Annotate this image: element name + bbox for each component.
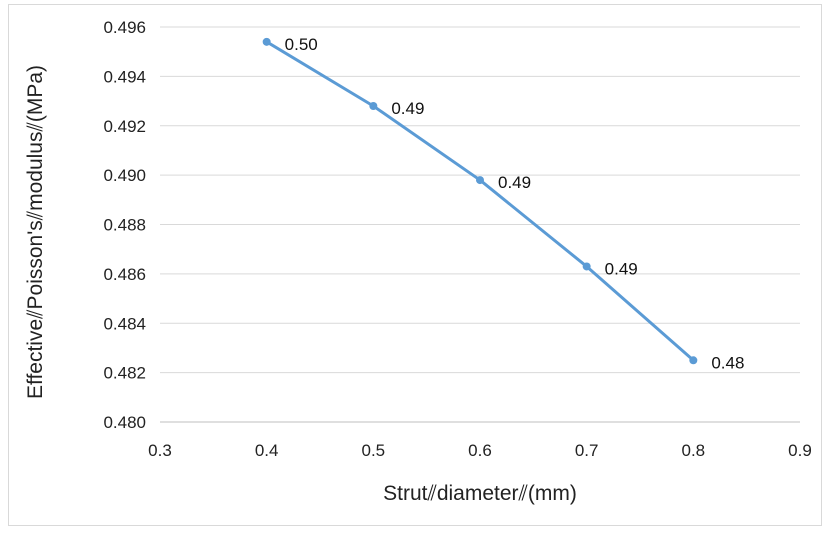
data-label: 0.50 [285,35,318,54]
y-tick-label: 0.488 [103,216,146,235]
data-point [689,356,698,365]
chart-area [8,4,822,526]
y-tick-label: 0.494 [103,67,146,86]
x-tick-label: 0.5 [362,441,386,460]
data-label: 0.49 [498,173,531,192]
x-tick-label: 0.3 [148,441,172,460]
x-tick-label: 0.4 [255,441,279,460]
x-axis-tick-labels: 0.3 0.4 0.5 0.6 0.7 0.8 0.9 [148,441,812,460]
x-tick-label: 0.9 [788,441,812,460]
y-tick-label: 0.496 [103,18,146,37]
data-labels: 0.50 0.49 0.49 0.49 0.48 [285,35,745,372]
y-tick-label: 0.484 [103,314,146,333]
series-line [265,40,695,362]
y-axis-tick-labels: 0.480 0.482 0.484 0.486 0.488 0.490 0.492 0.494… [103,18,146,432]
x-tick-label: 0.6 [468,441,492,460]
data-point [476,176,484,185]
data-label: 0.49 [391,99,424,118]
y-tick-label: 0.490 [103,166,146,185]
x-tick-label: 0.7 [575,441,599,460]
x-tick-label: 0.8 [682,441,706,460]
data-point [369,102,378,110]
y-tick-label: 0.482 [103,364,146,383]
data-point [262,37,271,46]
y-axis-title: Effective⫽Poisson's⫽modulus⫽(MPa) [24,65,47,399]
y-tick-label: 0.486 [103,265,146,284]
y-tick-label: 0.480 [103,413,146,432]
data-label: 0.48 [711,353,744,372]
x-axis-title: Strut⫽diameter⫽(mm) [383,482,577,505]
data-label: 0.49 [605,259,638,278]
gridlines [160,26,800,374]
series [262,37,698,365]
data-point [582,262,591,271]
y-tick-label: 0.492 [103,117,146,136]
